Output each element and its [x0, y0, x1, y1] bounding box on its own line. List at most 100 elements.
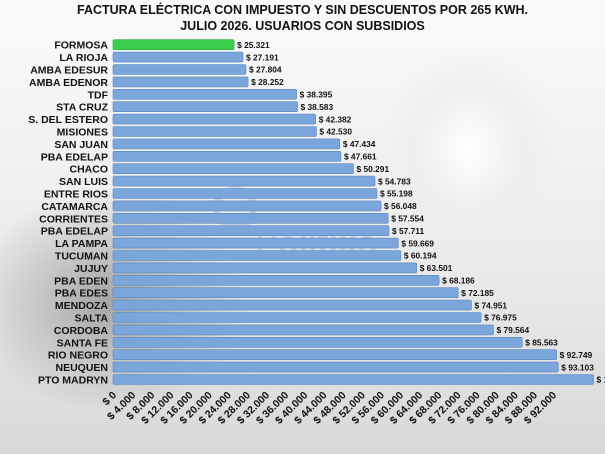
category-label: SANTA FE: [57, 337, 108, 349]
category-label: AMBA EDESUR: [30, 65, 108, 77]
category-label: CORRIENTES: [39, 213, 108, 225]
category-label: PTO MADRYN: [38, 375, 108, 387]
bar-row-5-tdf: TDF $ 38.395: [88, 89, 333, 101]
data-label: $ 74.951: [474, 300, 507, 310]
data-label: $ 92.749: [560, 350, 593, 360]
bar-row-3-amba-edesur: AMBA EDESUR $ 27.804: [30, 64, 282, 77]
data-label: $ 54.783: [378, 176, 411, 186]
data-label: $ 63.501: [420, 263, 453, 273]
category-label: JUJUY: [74, 263, 108, 275]
data-label: $ 28.252: [251, 77, 284, 87]
data-label: $ 76.975: [484, 313, 517, 323]
bar-row-14-catamarca: CATAMARCA $ 56.048: [41, 200, 417, 213]
category-label: MENDOZA: [55, 300, 108, 312]
bar: [112, 312, 482, 323]
category-label: FORMOSA: [54, 40, 108, 52]
category-label: S. DEL ESTERO: [28, 114, 108, 126]
bar: [112, 163, 354, 174]
bar: [112, 113, 316, 125]
bar-row-11-chaco: CHACO $ 50.291: [70, 163, 390, 176]
bar: [112, 262, 418, 274]
category-label: TUCUMAN: [55, 251, 108, 263]
category-label: CORDOBA: [54, 325, 109, 337]
bar: [112, 225, 390, 236]
bar: [112, 274, 440, 286]
bar-row-6-sta-cruz: STA CRUZ $ 38.583: [56, 101, 334, 114]
bar: [112, 299, 472, 311]
bar-row-7-s-del-estero: S. DEL ESTERO $ 42.382: [28, 113, 352, 126]
bar-row-1-formosa: FORMOSA $ 25.321: [54, 39, 270, 52]
bar-row-23-salta: SALTA $ 76.975: [75, 312, 517, 325]
data-label: $ 60.194: [404, 251, 437, 261]
data-label: $ 27.804: [249, 65, 282, 75]
bar-row-4-amba-edenor: AMBA EDENOR $ 28.252: [29, 76, 284, 89]
bar-row-17-la-pampa: LA PAMPA $ 59.669: [55, 237, 434, 250]
chart-title-line-1: FACTURA ELÉCTRICA CON IMPUESTO Y SIN DES…: [77, 3, 528, 17]
data-label: $ 56.048: [384, 201, 417, 211]
data-label: $ 47.661: [344, 152, 377, 162]
bar-row-26-rio-negro: RIO NEGRO $ 92.749: [48, 349, 593, 362]
bar: [112, 76, 249, 88]
bar-row-18-tucuman: TUCUMAN $ 60.194: [55, 250, 437, 263]
category-label: TDF: [88, 89, 109, 101]
bar: [112, 324, 494, 336]
bar: [112, 250, 402, 261]
category-label: PBA EDELAP: [41, 226, 108, 238]
data-label: $ 68.186: [442, 276, 475, 286]
data-label: $ 72.185: [461, 288, 494, 298]
bar-row-25-santa-fe: SANTA FE $ 85.563: [57, 336, 558, 349]
bar: [112, 64, 247, 75]
bar: [112, 126, 317, 137]
data-label: $ 38.583: [301, 102, 334, 112]
bar: [112, 51, 244, 63]
data-label: $ 42.382: [319, 114, 352, 124]
bar: [112, 89, 297, 100]
bar-row-19-jujuy: JUJUY $ 63.501: [74, 262, 453, 275]
category-label: LA RIOJA: [59, 52, 108, 64]
bar-row-13-entre-rios: ENTRE RIOS $ 55.198: [44, 188, 413, 201]
category-label: MISIONES: [57, 127, 108, 139]
data-label: $ 85.563: [525, 338, 558, 348]
data-label: $ 50.291: [357, 164, 390, 174]
bar-row-15-corrientes: CORRIENTES $ 57.554: [39, 213, 424, 225]
bar-row-22-mendoza: MENDOZA $ 74.951: [55, 299, 507, 312]
bar-row-21-pba-edes: PBA EDES $ 72.185: [55, 287, 494, 300]
data-label: $ 57.554: [391, 214, 424, 224]
category-label: RIO NEGRO: [48, 350, 108, 362]
bar-row-12-san-luis: SAN LUIS $ 54.783: [59, 175, 411, 188]
data-label: $ 79.564: [497, 325, 530, 335]
data-label: $ 100.472: [597, 375, 605, 385]
chart-title-line-2: JULIO 2026. USUARIOS CON SUBSIDIOS: [180, 19, 425, 33]
data-label: $ 55.198: [380, 189, 413, 199]
bar: [112, 349, 557, 361]
bar-row-10-pba-edelap: PBA EDELAP $ 47.661: [41, 151, 377, 163]
bar: [112, 138, 341, 150]
data-label: $ 57.711: [392, 226, 424, 236]
bar: [112, 200, 382, 212]
bar: [112, 213, 389, 224]
bar-row-24-cordoba: CORDOBA $ 79.564: [54, 324, 530, 337]
bar-row-28-pto-madryn: PTO MADRYN $ 100.472: [38, 374, 605, 387]
bar-row-20-pba-eden: PBA EDEN $ 68.186: [54, 274, 475, 287]
category-label: SALTA: [75, 313, 109, 325]
bar: [112, 287, 459, 299]
bar-row-16-pba-edelap: PBA EDELAP $ 57.711: [41, 225, 424, 238]
bar-row-9-san-juan: SAN JUAN $ 47.434: [54, 138, 376, 151]
category-label: LA PAMPA: [55, 238, 108, 250]
bar: [112, 188, 378, 199]
data-label: $ 38.395: [300, 90, 333, 100]
category-label: SAN JUAN: [54, 139, 108, 151]
bar: [112, 101, 298, 112]
category-label: PBA EDES: [55, 288, 108, 300]
bar: [112, 374, 594, 385]
category-label: STA CRUZ: [56, 102, 108, 114]
bar: [112, 361, 559, 373]
category-label: PBA EDELAP: [41, 151, 108, 163]
category-label: AMBA EDENOR: [29, 77, 108, 89]
bar-row-8-misiones: MISIONES $ 42.530: [57, 126, 352, 139]
bar: [112, 175, 376, 187]
bar-row-2-la-rioja: LA RIOJA $ 27.191: [59, 51, 279, 64]
data-label: $ 47.434: [343, 139, 376, 149]
bar: [112, 237, 399, 249]
